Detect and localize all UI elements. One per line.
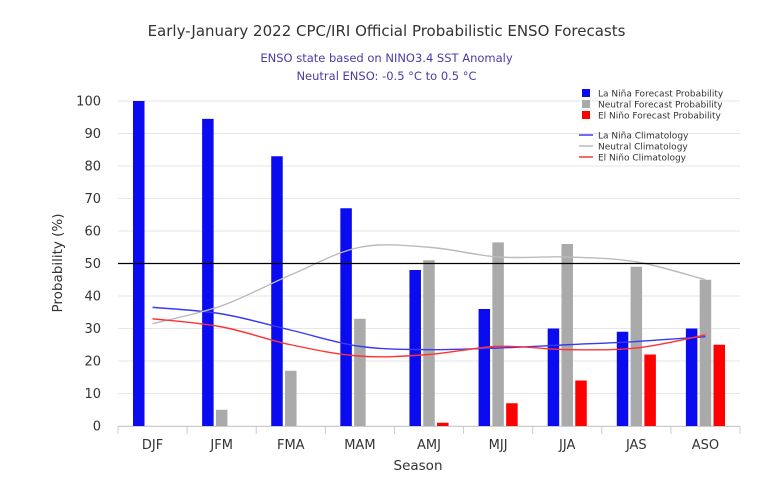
bar-el-mjj[interactable] <box>506 403 518 426</box>
bar-la-jja[interactable] <box>547 328 560 427</box>
x-tick-label: JAS <box>625 438 647 453</box>
climatology-lines <box>118 244 740 358</box>
legend-label: El Niño Climatology <box>598 154 687 164</box>
bar-neutral-jja[interactable] <box>561 244 573 426</box>
line-el-nino-climatology[interactable] <box>152 318 706 358</box>
y-tick-label: 20 <box>84 355 101 370</box>
bar-neutral-mjj[interactable] <box>492 242 504 426</box>
y-tick-label: 100 <box>76 95 101 110</box>
bar-neutral-fma[interactable] <box>285 370 297 426</box>
legend-swatch <box>582 100 590 108</box>
line-neutral-climatology[interactable] <box>152 244 706 325</box>
bar-neutral-mam[interactable] <box>354 318 366 426</box>
chart-subtitle-line-2: Neutral ENSO: -0.5 °C to 0.5 °C <box>296 69 477 83</box>
x-tick-label: ASO <box>692 438 719 453</box>
y-tick-label: 10 <box>84 387 101 402</box>
y-tick-label: 40 <box>84 290 101 305</box>
x-tick-label: DJF <box>142 438 163 453</box>
bar-la-mjj[interactable] <box>478 309 491 426</box>
legend-item[interactable]: El Niño Forecast Probability <box>582 111 722 122</box>
legend-item[interactable]: La Niña Forecast Probability <box>582 89 724 100</box>
legend-label: Neutral Forecast Probability <box>598 101 723 111</box>
legend-swatch <box>582 111 590 119</box>
y-tick-label: 80 <box>84 160 101 175</box>
bar-la-aso[interactable] <box>685 328 698 427</box>
legend-swatch <box>582 89 590 97</box>
legend-item[interactable]: El Niño Climatology <box>579 154 687 164</box>
line-la-nina-climatology[interactable] <box>152 306 706 351</box>
x-axis-title: Season <box>394 458 443 474</box>
y-tick-label: 0 <box>93 420 101 435</box>
legend-item[interactable]: Neutral Climatology <box>579 143 688 153</box>
bar-la-fma[interactable] <box>271 156 283 426</box>
chart-title: Early-January 2022 CPC/IRI Official Prob… <box>147 22 626 40</box>
bar-el-amj[interactable] <box>437 422 449 426</box>
x-tick-label: JFM <box>209 438 233 453</box>
chart-subtitle-line-1: ENSO state based on NINO3.4 SST Anomaly <box>260 51 513 65</box>
legend-item[interactable]: La Niña Climatology <box>579 132 689 142</box>
x-tick-label: AMJ <box>417 438 441 453</box>
bar-neutral-amj[interactable] <box>423 260 435 426</box>
legend-label: La Niña Climatology <box>598 132 689 142</box>
bar-neutral-jas[interactable] <box>630 266 643 426</box>
y-tick-label: 70 <box>84 192 101 207</box>
bar-la-jas[interactable] <box>616 331 629 426</box>
bar-la-mam[interactable] <box>340 208 352 426</box>
x-tick-label: MAM <box>344 438 375 453</box>
y-tick-label: 90 <box>84 127 101 142</box>
axes: 0 10 20 30 40 50 60 70 80 90 100 DJF JFM FMA MAM AMJ MJJ… <box>76 95 741 453</box>
y-tick-label: 30 <box>84 322 101 337</box>
x-tick-label: MJJ <box>489 438 508 453</box>
bar-el-aso[interactable] <box>713 344 725 426</box>
bar-la-jfm[interactable] <box>202 118 214 426</box>
legend-label: Neutral Climatology <box>598 143 688 153</box>
x-tick-label: JJA <box>558 438 575 453</box>
legend-label: La Niña Forecast Probability <box>598 90 724 100</box>
bar-neutral-aso[interactable] <box>699 279 712 426</box>
y-tick-label: 60 <box>84 225 101 240</box>
bar-el-jas[interactable] <box>644 354 656 427</box>
bar-la-amj[interactable] <box>409 270 421 426</box>
y-tick-label: 50 <box>84 257 101 272</box>
legend-label: El Niño Forecast Probability <box>598 112 722 122</box>
y-axis-title: Probability (%) <box>50 213 66 312</box>
bar-neutral-jfm[interactable] <box>215 409 228 426</box>
bar-el-jja[interactable] <box>575 380 587 427</box>
x-tick-label: FMA <box>277 438 305 453</box>
legend-item[interactable]: Neutral Forecast Probability <box>582 100 723 111</box>
